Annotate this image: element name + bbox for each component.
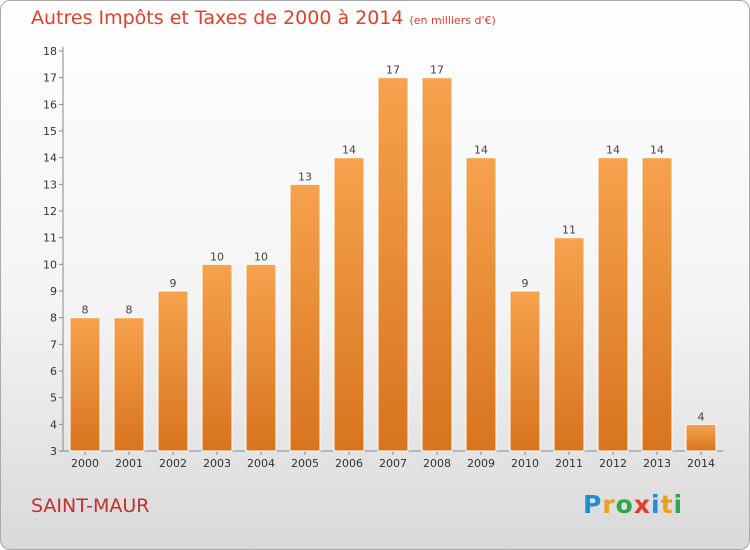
data-label: 10: [210, 250, 224, 263]
logo-letter: t: [660, 490, 674, 519]
data-label: 17: [386, 64, 400, 77]
data-label: 17: [430, 64, 444, 77]
data-label: 14: [650, 144, 664, 157]
y-tick-label: 13: [43, 178, 57, 191]
title-text: Autres Impôts et Taxes de 2000 à 2014: [31, 7, 404, 29]
bar: [641, 157, 673, 452]
x-tick-label: 2007: [379, 457, 407, 470]
y-tick-label: 4: [50, 418, 57, 431]
bar: [113, 317, 145, 452]
data-label: 13: [298, 170, 312, 183]
x-tick-label: 2004: [247, 457, 275, 470]
bar: [245, 263, 277, 452]
logo-letter: o: [615, 490, 634, 519]
y-tick-label: 16: [43, 98, 57, 111]
y-tick-label: 8: [50, 312, 57, 325]
x-tick-label: 2005: [291, 457, 319, 470]
bar: [333, 157, 365, 452]
bars: [69, 77, 717, 452]
data-label: 10: [254, 250, 268, 263]
x-tick-label: 2013: [643, 457, 671, 470]
unit-text: (en milliers d'€): [409, 14, 496, 27]
y-tick-label: 18: [43, 45, 57, 58]
labels: 2000 8 2001 8 2002 9 2003 10 2004 10 2005 13 2006 14 2…: [71, 64, 715, 470]
proxiti-logo: Proxiti: [583, 490, 683, 519]
data-label: 9: [170, 277, 177, 290]
data-label: 8: [126, 304, 133, 317]
bar: [597, 157, 629, 452]
data-label: 14: [474, 144, 488, 157]
logo-letter: i: [673, 490, 684, 519]
city-name: SAINT-MAUR: [31, 495, 150, 517]
bar: [157, 290, 189, 452]
y-tick-label: 3: [50, 445, 57, 458]
bar: [509, 290, 541, 452]
y-tick-label: 5: [50, 392, 57, 405]
y-tick-label: 15: [43, 125, 57, 138]
bar: [421, 77, 453, 452]
chart-title: Autres Impôts et Taxes de 2000 à 2014 (en…: [31, 7, 496, 29]
bar: [69, 317, 101, 452]
x-tick-label: 2010: [511, 457, 539, 470]
x-tick-label: 2002: [159, 457, 187, 470]
y-tick-label: 6: [50, 365, 57, 378]
x-tick-label: 2011: [555, 457, 583, 470]
bar: [685, 423, 717, 452]
bar: [553, 237, 585, 452]
x-tick-label: 2014: [687, 457, 715, 470]
logo-letter: x: [633, 490, 651, 519]
data-label: 11: [562, 224, 576, 237]
x-tick-label: 2001: [115, 457, 143, 470]
bar: [289, 183, 321, 452]
logo-letter: i: [651, 490, 661, 519]
data-label: 14: [606, 144, 620, 157]
data-label: 14: [342, 144, 356, 157]
data-label: 8: [82, 304, 89, 317]
data-label: 9: [522, 277, 529, 290]
x-tick-label: 2006: [335, 457, 363, 470]
y-tick-label: 11: [43, 232, 57, 245]
data-label: 4: [698, 410, 705, 423]
y-tick-label: 7: [50, 338, 57, 351]
x-tick-label: 2003: [203, 457, 231, 470]
x-tick-label: 2000: [71, 457, 99, 470]
bar: [377, 77, 409, 452]
logo-letter: P: [583, 490, 603, 519]
bar: [465, 157, 497, 452]
bar: [201, 263, 233, 452]
y-tick-label: 14: [43, 152, 57, 165]
x-tick-label: 2008: [423, 457, 451, 470]
y-tick-label: 17: [43, 72, 57, 85]
y-tick-label: 12: [43, 205, 57, 218]
y-tick-label: 10: [43, 258, 57, 271]
logo-letter: r: [602, 490, 616, 519]
x-tick-label: 2012: [599, 457, 627, 470]
y-tick-label: 9: [50, 285, 57, 298]
x-tick-label: 2009: [467, 457, 495, 470]
